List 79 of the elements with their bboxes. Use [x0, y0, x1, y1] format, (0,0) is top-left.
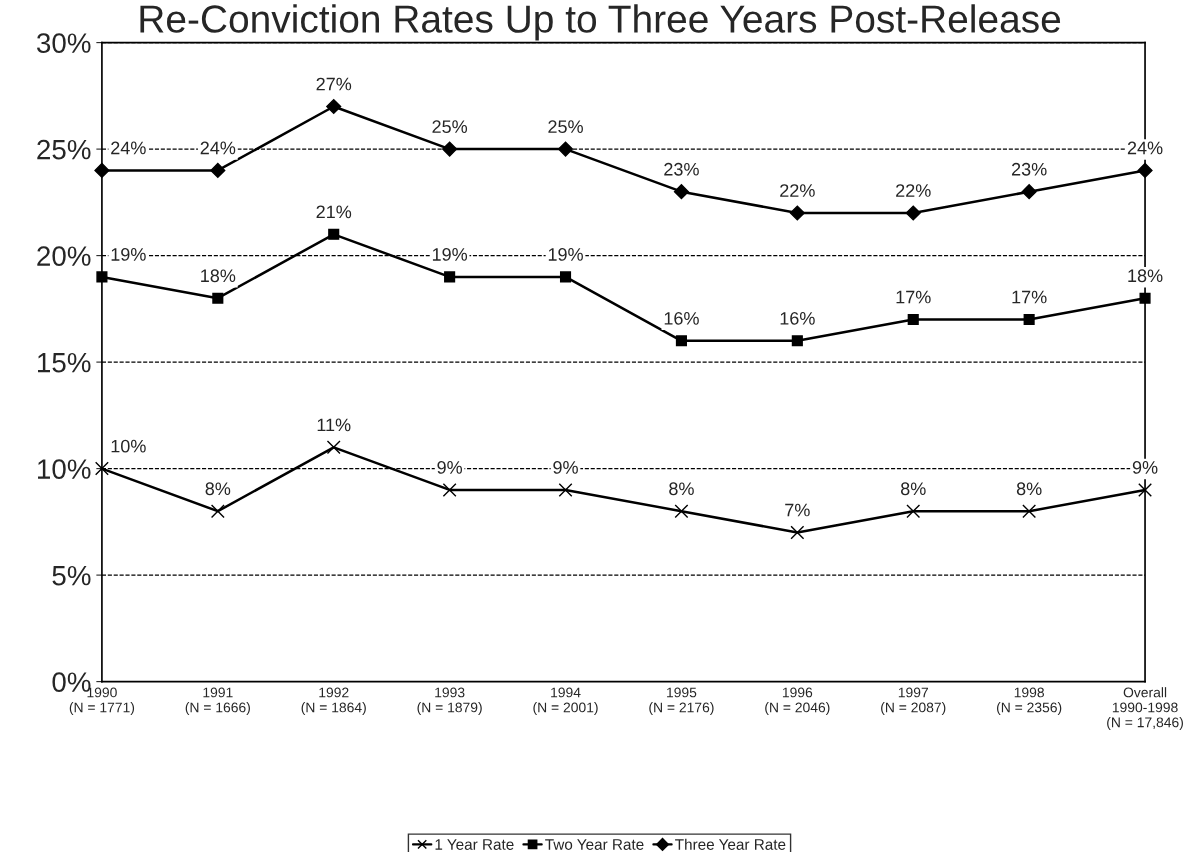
data-label: 22%: [780, 184, 815, 197]
point: [674, 504, 689, 519]
point: [94, 461, 109, 476]
y-tick-label: 25%: [37, 139, 91, 160]
data-label: 9%: [437, 461, 463, 474]
point: [442, 141, 458, 157]
legend-label: 1 Year Rate: [435, 839, 514, 850]
point: [907, 313, 919, 326]
point: [791, 335, 803, 347]
data-label: 8%: [205, 482, 231, 496]
data-label: 8%: [900, 482, 926, 496]
point: [212, 292, 224, 304]
y-tick-label: 5%: [52, 565, 91, 586]
point: [558, 482, 573, 497]
data-label: 16%: [780, 311, 815, 325]
data-label: 22%: [896, 184, 931, 197]
x-tick-label: 1997 (N = 2087): [881, 687, 946, 716]
y-tick-label: 10%: [38, 459, 91, 479]
data-label: 16%: [664, 311, 699, 325]
point: [210, 504, 225, 519]
y-tick-label: 15%: [38, 352, 91, 373]
point: [905, 205, 921, 221]
data-label: 18%: [1128, 269, 1163, 283]
point: [675, 335, 687, 347]
point: [790, 525, 805, 540]
point: [906, 504, 921, 519]
legend-label: Three Year Rate: [675, 838, 786, 850]
data-label: 9%: [553, 461, 578, 474]
x-tick-label: 1998 (N = 2356): [997, 687, 1062, 716]
point: [673, 184, 690, 200]
point: [326, 440, 341, 455]
x-tick-label: 1991 (N = 1666): [185, 687, 250, 716]
point: [210, 162, 226, 178]
data-label: 11%: [317, 418, 351, 432]
point: [1137, 162, 1153, 178]
point: [326, 98, 342, 115]
data-label: 10%: [111, 439, 146, 453]
x-tick-label: 1996 (N = 2046): [765, 687, 830, 716]
data-label: 8%: [669, 482, 694, 496]
point: [559, 271, 572, 283]
point: [557, 141, 574, 157]
data-label: 25%: [548, 120, 583, 134]
y-tick-label: 20%: [37, 246, 91, 266]
point: [789, 205, 805, 221]
point: [1022, 504, 1037, 519]
point: [444, 271, 456, 283]
legend-label: Two Year Rate: [545, 839, 644, 850]
chart-title: Re-Conviction Rates Up to Three Years Post-Release: [140, 4, 1061, 41]
data-label: 23%: [664, 162, 699, 176]
data-label: 25%: [432, 120, 468, 134]
data-label: 7%: [785, 503, 810, 517]
x-tick-label: 1993 (N = 1879): [417, 687, 482, 716]
data-label: 17%: [896, 290, 931, 304]
point: [1139, 292, 1151, 304]
point: [1138, 482, 1152, 497]
data-label: 24%: [111, 141, 146, 155]
data-label: 21%: [316, 205, 352, 219]
data-label: 27%: [316, 77, 352, 91]
data-label: 19%: [432, 248, 468, 261]
data-label: 8%: [1016, 482, 1042, 496]
data-label: 19%: [548, 248, 583, 261]
data-label: 23%: [1011, 162, 1047, 176]
point: [1021, 184, 1037, 200]
point: [328, 228, 340, 240]
y-tick-label: 30%: [36, 33, 91, 53]
data-label: 17%: [1012, 290, 1047, 304]
data-label: 24%: [1127, 141, 1163, 155]
data-label: 18%: [201, 269, 236, 283]
point: [442, 482, 457, 497]
point: [94, 162, 110, 178]
data-label: 19%: [111, 248, 146, 261]
x-tick-label: 1992 (N = 1864): [301, 687, 366, 716]
x-tick-label: Overall 1990-1998 (N = 17,846): [1107, 687, 1183, 731]
x-tick-label: 1995 (N = 2176): [649, 687, 714, 716]
x-tick-label: 1994 (N = 2001): [533, 687, 598, 716]
point: [1023, 313, 1035, 326]
data-label: 9%: [1132, 461, 1158, 474]
data-label: 24%: [200, 141, 236, 155]
point: [96, 271, 108, 283]
